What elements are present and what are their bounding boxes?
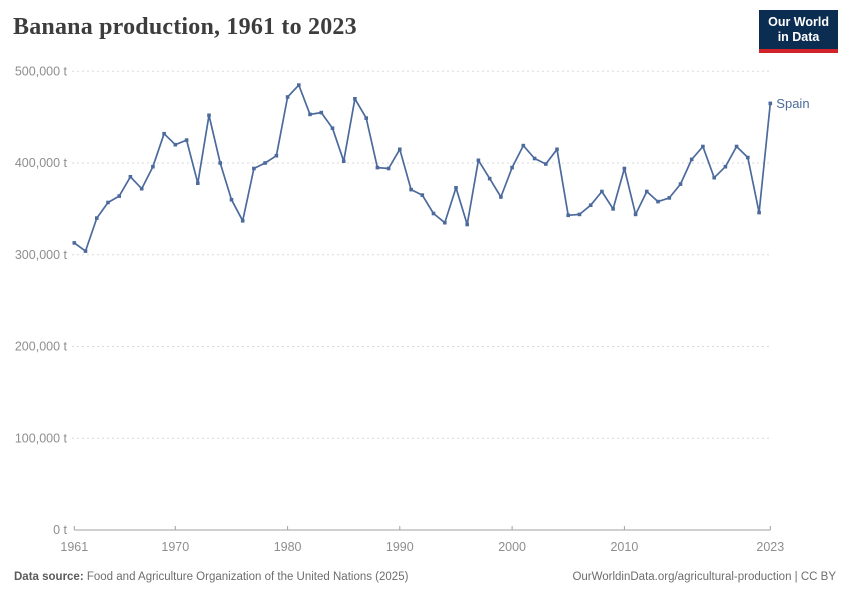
data-point: [532, 156, 537, 161]
data-point: [297, 83, 301, 87]
data-point: [577, 212, 582, 217]
data-point: [173, 142, 178, 147]
x-tick-label: 1980: [274, 540, 302, 554]
data-point: [263, 161, 267, 165]
data-source-label: Data source:: [14, 571, 84, 583]
data-point: [611, 207, 615, 211]
data-point: [443, 220, 447, 225]
y-tick-label: 0 t: [53, 523, 67, 537]
data-point: [353, 97, 357, 101]
y-tick-label: 100,000 t: [15, 431, 68, 445]
data-point: [555, 147, 559, 152]
data-point: [487, 176, 492, 181]
data-point: [734, 144, 739, 149]
data-point: [544, 162, 548, 166]
page-title: Banana production, 1961 to 2023: [13, 14, 357, 40]
data-point: [398, 147, 402, 152]
data-point: [510, 165, 514, 170]
entity-label: Spain: [776, 96, 809, 111]
data-line: [73, 84, 772, 252]
data-point: [229, 197, 234, 202]
data-point: [566, 213, 570, 218]
data-point: [723, 164, 728, 169]
data-point: [633, 212, 638, 217]
data-point: [386, 166, 391, 171]
data-point: [319, 110, 324, 115]
data-point: [341, 159, 346, 163]
data-point: [521, 143, 526, 148]
data-point: [285, 95, 290, 99]
y-tick-label: 400,000 t: [15, 156, 68, 170]
data-point: [252, 166, 256, 171]
data-point: [476, 158, 481, 163]
data-source-text: Food and Agriculture Organization of the…: [83, 571, 409, 583]
x-tick-label: 1970: [161, 540, 189, 554]
data-point: [431, 211, 436, 216]
data-point: [645, 189, 649, 194]
data-point: [712, 175, 716, 180]
data-point: [768, 101, 773, 106]
data-point: [162, 131, 166, 136]
data-point: [701, 144, 705, 149]
x-tick-label: 1990: [386, 540, 414, 554]
y-tick-label: 200,000 t: [15, 340, 68, 354]
data-point: [196, 181, 200, 185]
data-point: [207, 113, 211, 118]
x-tick-label: 2023: [756, 540, 784, 554]
data-point: [757, 210, 761, 215]
data-point: [667, 196, 672, 200]
data-point: [139, 186, 144, 191]
data-point: [72, 241, 77, 245]
data-point: [454, 186, 458, 190]
data-point: [308, 112, 312, 117]
x-tick-label: 2000: [498, 540, 526, 554]
data-point: [364, 116, 368, 120]
data-point: [128, 175, 133, 179]
data-point: [274, 153, 279, 158]
data-source-note: Data source: Food and Agriculture Organi…: [14, 571, 408, 583]
data-point: [330, 126, 335, 130]
data-point: [117, 194, 121, 198]
x-tick-label: 1961: [60, 540, 88, 554]
data-point: [746, 155, 750, 160]
data-point: [106, 200, 110, 205]
data-point: [95, 216, 99, 220]
data-point: [409, 187, 413, 192]
x-tick-label: 2010: [610, 540, 638, 554]
y-tick-label: 300,000 t: [15, 248, 68, 262]
owid-logo[interactable]: Our World in Data: [759, 10, 838, 53]
data-point: [465, 222, 469, 227]
data-point: [499, 195, 503, 199]
data-point: [83, 249, 88, 253]
data-point: [622, 166, 627, 171]
y-tick-label: 500,000 t: [15, 64, 68, 78]
data-point: [588, 203, 593, 207]
data-point: [420, 193, 425, 197]
data-point: [600, 189, 604, 194]
data-point: [656, 199, 660, 204]
data-point: [151, 164, 155, 169]
attribution-link[interactable]: OurWorldinData.org/agricultural-producti…: [572, 571, 836, 583]
owid-logo-line2: in Data: [777, 29, 820, 44]
data-point: [240, 219, 245, 223]
owid-logo-line1: Our World: [768, 15, 829, 29]
data-point: [375, 165, 380, 170]
data-point: [218, 161, 222, 165]
data-point: [678, 182, 683, 186]
data-point: [184, 138, 189, 142]
data-point: [689, 157, 694, 162]
